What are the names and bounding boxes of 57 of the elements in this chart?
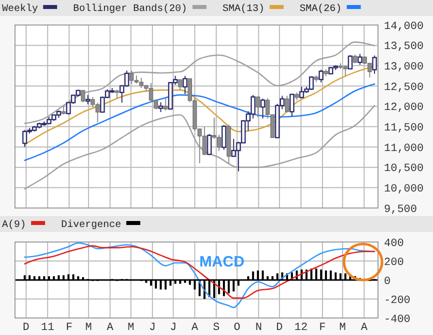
x-tick-label: O: [234, 322, 241, 334]
y-tick-label: 11,500: [384, 122, 424, 135]
y-tick-label: 10,000: [384, 184, 424, 196]
legend-label: Weekly: [2, 3, 38, 15]
line-series: [24, 104, 376, 190]
candlestick: [164, 98, 168, 111]
x-tick-label: M: [128, 322, 134, 334]
legend-label: SMA(26): [300, 3, 342, 15]
line-series: [24, 41, 376, 124]
candlestick: [318, 69, 324, 83]
candlestick: [158, 102, 164, 113]
y-tick-label: 13,500: [384, 41, 424, 54]
legend-label: SMA(13): [222, 3, 265, 15]
y-tick-label: 10,500: [384, 163, 424, 176]
x-tick-label: A: [191, 322, 198, 334]
x-tick-label: A: [360, 322, 368, 334]
y-tick-label: 13,000: [384, 62, 424, 74]
line-series: [24, 245, 376, 299]
candlestick: [80, 90, 86, 103]
y-tick-label: 11,000: [384, 142, 424, 155]
x-tick-label: M: [339, 322, 346, 334]
candlestick: [222, 124, 226, 150]
y-tick-label: 12,000: [384, 102, 424, 114]
x-tick-label: A: [106, 322, 114, 334]
series-label: MACD: [199, 253, 245, 270]
x-tick-label: D: [276, 322, 284, 334]
y-tick-label: 14,000: [384, 20, 424, 33]
y-tick-label: -400: [384, 314, 410, 326]
candlestick: [260, 98, 266, 120]
candlestick: [290, 94, 294, 117]
x-tick-label: J: [149, 322, 156, 334]
legend-label: Bollinger Bands(20): [73, 3, 188, 15]
candlestick: [358, 53, 362, 66]
y-tick-label: 200: [384, 256, 404, 269]
candlestick: [85, 94, 90, 105]
y-tick-label: 400: [384, 238, 404, 250]
x-tick-label: J: [170, 322, 177, 334]
y-tick-label: 12,500: [384, 82, 424, 94]
x-tick-label: M: [85, 322, 92, 334]
candlestick: [206, 133, 212, 156]
x-tick-label: F: [66, 322, 72, 334]
y-tick-label: 9,500: [384, 204, 418, 216]
candlestick: [348, 54, 353, 70]
candlestick: [256, 96, 260, 118]
y-tick-label: 0: [384, 276, 391, 288]
y-tick-label: -200: [384, 294, 410, 307]
candlestick: [182, 75, 188, 95]
x-tick-label: 11: [41, 322, 55, 334]
line-series: [24, 83, 376, 162]
x-tick-label: 12: [294, 322, 308, 334]
legend-label: Divergence: [61, 219, 122, 231]
x-tick-label: D: [22, 322, 30, 334]
candlestick: [284, 95, 290, 113]
x-tick-label: S: [212, 322, 220, 334]
x-tick-label: F: [319, 322, 326, 334]
legend-label: A(9): [2, 219, 26, 231]
x-tick-label: N: [255, 322, 262, 334]
